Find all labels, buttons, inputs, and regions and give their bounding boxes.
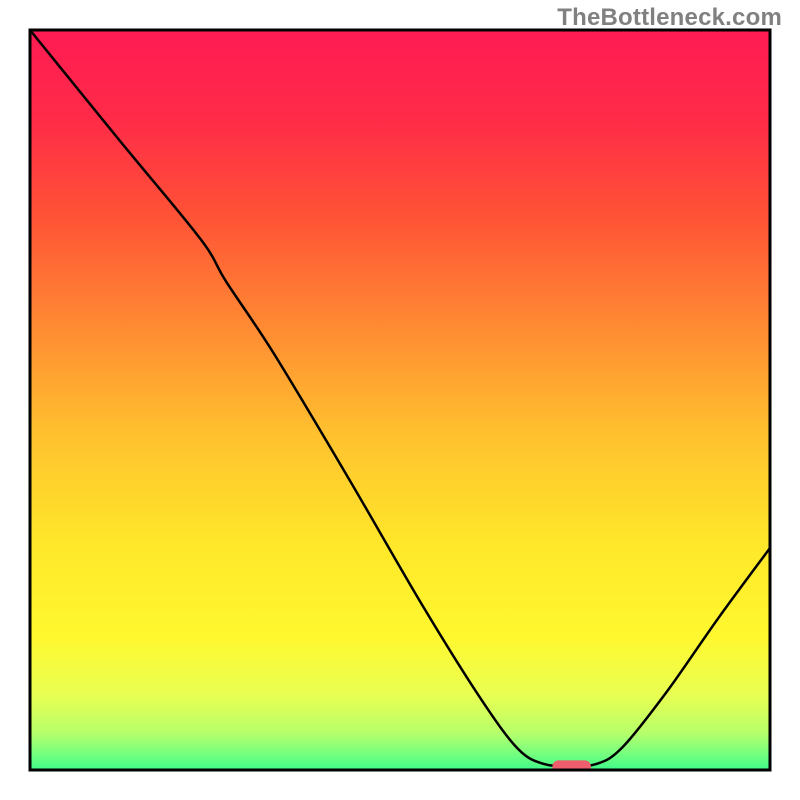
watermark-text: TheBottleneck.com <box>557 4 782 32</box>
bottleneck-chart <box>0 0 800 800</box>
plot-gradient-background <box>30 30 770 770</box>
